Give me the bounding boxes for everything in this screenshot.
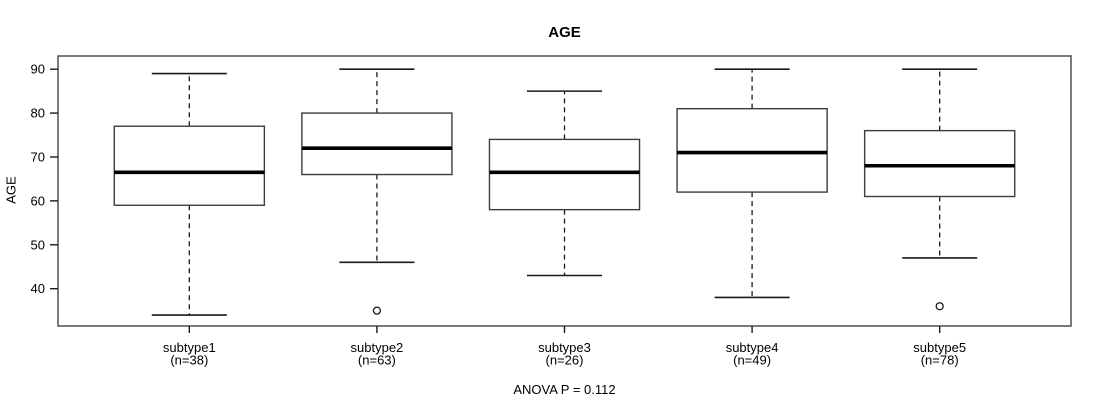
x-category-sublabel: (n=49) — [733, 353, 771, 368]
iqr-box — [113, 125, 266, 206]
boxplot-subtype3: subtype3(n=26) — [488, 90, 641, 368]
iqr-box — [863, 129, 1016, 198]
x-category-label: subtype3 — [538, 340, 591, 355]
x-category-label: subtype2 — [351, 340, 404, 355]
x-category-label: subtype1 — [163, 340, 216, 355]
x-category-sublabel: (n=26) — [546, 353, 584, 368]
outlier-point — [935, 302, 944, 311]
x-category-sublabel: (n=63) — [358, 353, 396, 368]
x-category-label: subtype4 — [726, 340, 779, 355]
chart-title: AGE — [548, 24, 581, 41]
y-tick-label: 90 — [31, 62, 45, 77]
outlier-point — [372, 306, 382, 315]
y-tick-label: 70 — [31, 149, 45, 164]
iqr-box — [488, 138, 641, 211]
boxplot-subtype4: subtype4(n=49) — [676, 68, 828, 368]
y-tick-label: 40 — [31, 281, 45, 296]
y-tick-label: 50 — [31, 237, 45, 252]
y-tick-label: 60 — [31, 193, 45, 208]
boxplot-subtype2: subtype2(n=63) — [301, 68, 453, 368]
boxplot-subtype5: subtype5(n=78) — [863, 68, 1016, 368]
boxplot-subtype1: subtype1(n=38) — [113, 72, 266, 368]
y-tick-label: 80 — [31, 106, 45, 121]
iqr-box — [676, 107, 828, 193]
x-category-label: subtype5 — [913, 340, 966, 355]
x-category-sublabel: (n=38) — [170, 353, 208, 368]
x-category-sublabel: (n=78) — [921, 353, 959, 368]
anova-p-value-note: ANOVA P = 0.112 — [513, 382, 616, 397]
iqr-box — [301, 112, 453, 176]
